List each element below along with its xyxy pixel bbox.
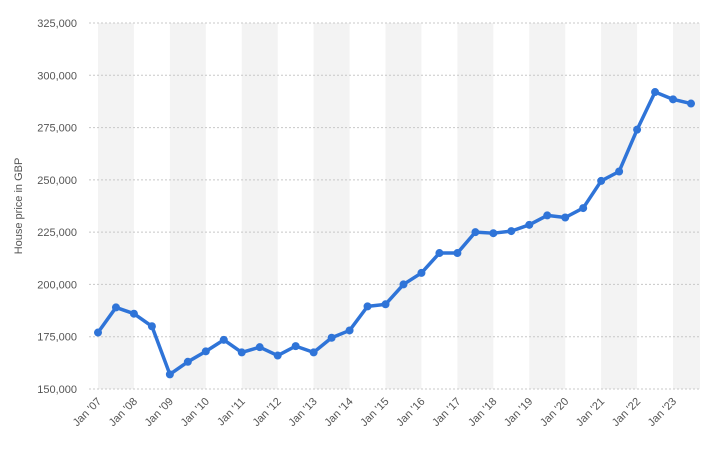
point xyxy=(129,309,138,318)
point xyxy=(219,335,228,344)
x-tick-label: Jan '19 xyxy=(502,396,535,429)
band xyxy=(385,23,422,389)
x-tick-label: Jan '22 xyxy=(610,396,643,429)
point xyxy=(651,88,660,97)
x-tick-label: Jan '10 xyxy=(179,396,212,429)
point xyxy=(615,167,624,176)
band xyxy=(241,23,278,389)
band xyxy=(98,23,134,389)
point xyxy=(381,300,390,309)
x-tick-label: Jan '11 xyxy=(215,396,248,429)
point xyxy=(507,227,516,236)
x-tick-label: Jan '09 xyxy=(143,396,176,429)
point xyxy=(237,348,246,357)
point xyxy=(94,328,102,337)
point xyxy=(579,204,588,213)
point xyxy=(165,370,174,379)
point xyxy=(111,303,120,312)
point xyxy=(327,333,336,342)
point xyxy=(435,249,444,258)
y-tick-label: 150,000 xyxy=(37,384,77,396)
point xyxy=(597,176,606,185)
point xyxy=(183,357,192,366)
point xyxy=(561,213,570,222)
y-tick-label: 250,000 xyxy=(37,175,77,187)
point xyxy=(147,322,156,331)
line xyxy=(96,90,692,377)
point xyxy=(471,228,480,237)
y-tick-label: 300,000 xyxy=(37,70,77,82)
band xyxy=(601,23,638,389)
x-tick-label: Jan '08 xyxy=(107,396,140,429)
x-tick-label: Jan '18 xyxy=(466,396,499,429)
y-axis-label: House price in GBP xyxy=(13,158,25,255)
point xyxy=(687,99,695,108)
point xyxy=(273,351,282,360)
band xyxy=(529,23,566,389)
point xyxy=(291,342,300,351)
point xyxy=(417,268,426,277)
band xyxy=(313,23,350,389)
point xyxy=(525,220,534,229)
band xyxy=(169,23,206,389)
point xyxy=(543,211,552,220)
x-tick-label: Jan '07 xyxy=(71,396,104,429)
x-tick-label: Jan '20 xyxy=(538,396,571,429)
point xyxy=(453,249,462,258)
x-tick-label: Jan '13 xyxy=(286,396,319,429)
point xyxy=(363,302,372,311)
point xyxy=(489,229,498,238)
point xyxy=(309,348,318,357)
point xyxy=(633,125,642,134)
point xyxy=(399,280,408,289)
x-tick-label: Jan '15 xyxy=(358,396,391,429)
x-tick-label: Jan '14 xyxy=(322,396,355,429)
band xyxy=(673,23,700,389)
y-tick-label: 225,000 xyxy=(37,227,77,239)
x-tick-label: Jan '23 xyxy=(646,396,679,429)
y-tick-label: 275,000 xyxy=(37,123,77,135)
point xyxy=(255,343,264,352)
x-tick-label: Jan '12 xyxy=(250,396,283,429)
x-tick-label: Jan '16 xyxy=(394,396,427,429)
point xyxy=(669,95,678,104)
point xyxy=(201,347,210,356)
y-tick-label: 175,000 xyxy=(37,332,77,344)
x-tick-label: Jan '21 xyxy=(574,396,607,429)
y-tick-label: 325,000 xyxy=(37,18,77,30)
band xyxy=(457,23,494,389)
x-tick-label: Jan '17 xyxy=(430,396,463,429)
y-tick-label: 200,000 xyxy=(37,279,77,291)
point xyxy=(345,326,354,335)
